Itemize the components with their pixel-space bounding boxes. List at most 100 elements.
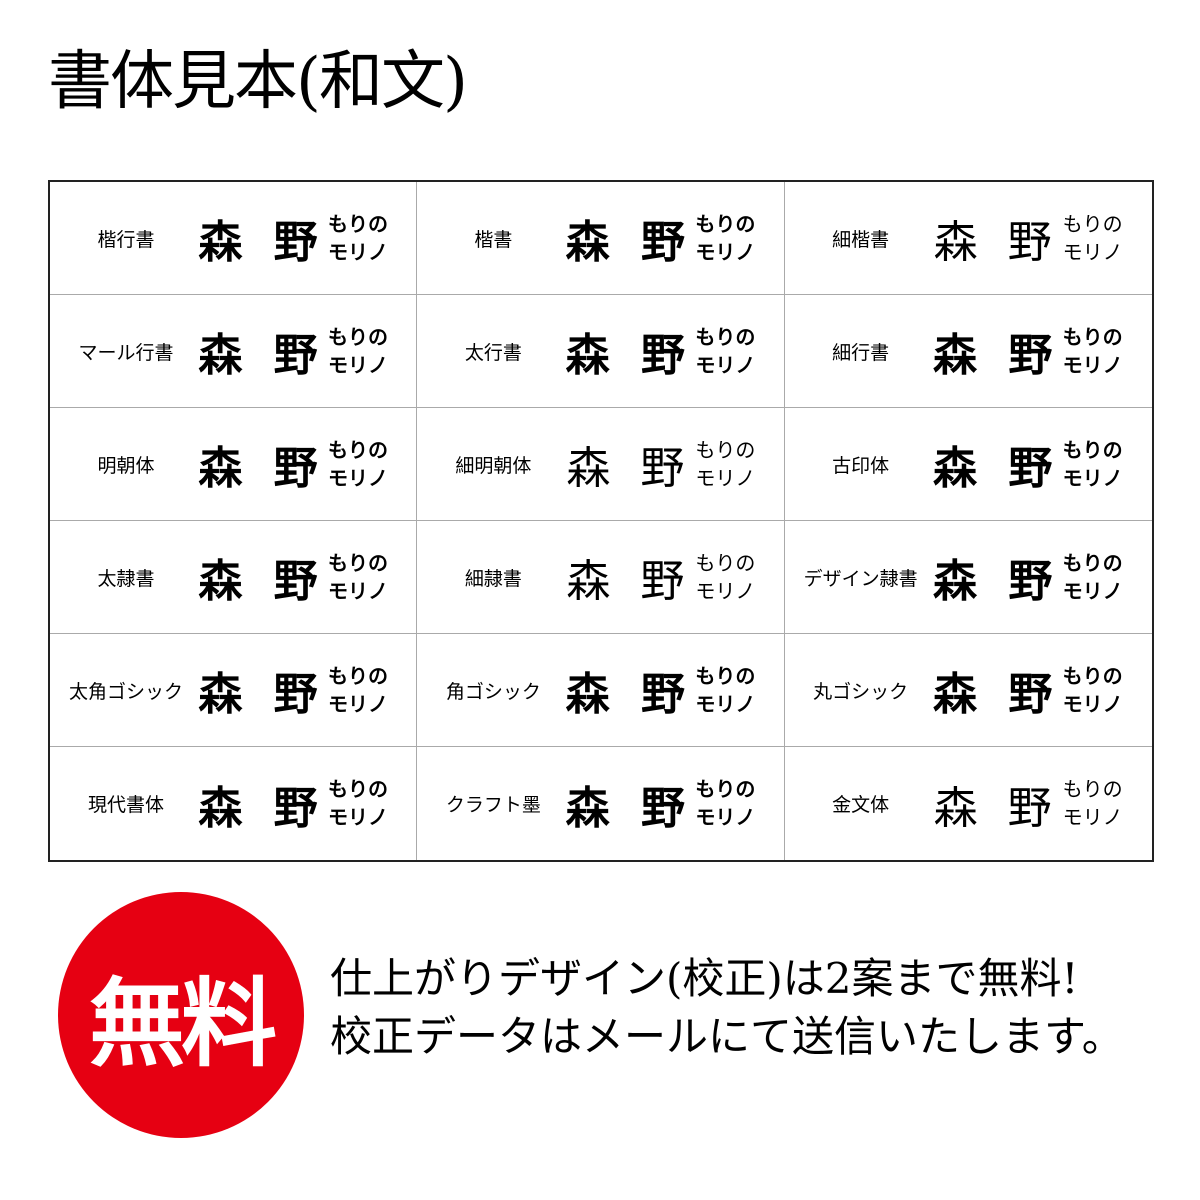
- sample-kana: もりの モリノ: [695, 549, 755, 605]
- font-sample-cell: 楷書 森 野 もりの モリノ: [417, 182, 785, 295]
- sample-katakana: モリノ: [695, 805, 756, 829]
- font-sample-cell: 細楷書 森 野 もりのモリノ: [784, 182, 1152, 295]
- font-sample-cell: 細明朝体 森 野 もりのモリノ: [417, 408, 785, 521]
- font-name: 金文体: [832, 794, 890, 816]
- sample-kana: もりの モリノ: [328, 323, 388, 379]
- sample-kana: もりの モリノ: [328, 549, 388, 605]
- sample-hiragana: もりの: [328, 551, 388, 575]
- font-sample-cell: 細隷書 森 野 もりのモリノ: [417, 521, 785, 634]
- sample-katakana: モリノ: [1062, 692, 1123, 716]
- sample-hiragana: もりの: [695, 438, 756, 462]
- font-sample-cell: マール行書 森 野 もりのモリノ: [50, 295, 418, 408]
- sample-kana: もりの モリノ: [695, 210, 755, 266]
- sample-hiragana: もりの: [328, 212, 388, 236]
- sample-kana: もりの モリノ: [328, 662, 388, 718]
- sample-katakana: モリノ: [328, 579, 388, 603]
- font-name: 細楷書: [832, 228, 890, 251]
- sample-kanji: 森 野: [198, 782, 326, 834]
- sample-kanji: 森 野: [198, 443, 326, 494]
- sample-hiragana: もりの: [695, 664, 756, 688]
- sample-hiragana: もりの: [695, 551, 756, 575]
- note-line-2: 校正データはメールにて送信いたします。: [330, 1012, 1124, 1061]
- sample-katakana: モリノ: [328, 353, 388, 377]
- font-sample-cell: 細行書 森 野 もりの モリノ: [784, 295, 1152, 408]
- sample-kanji: 森 野: [565, 330, 693, 381]
- sample-hiragana: もりの: [1062, 438, 1123, 462]
- sample-katakana: モリノ: [1062, 579, 1123, 603]
- font-name: 明朝体: [97, 454, 155, 477]
- sample-kanji: 森 野: [565, 782, 693, 834]
- font-sample-cell: 古印体 森 野 もりのモリノ: [784, 408, 1152, 521]
- sample-kana: もりの モリノ: [1063, 323, 1123, 379]
- note-line-1: 仕上がりデザイン(校正)は2案まで無料!: [330, 954, 1079, 1003]
- font-sample-cell: 太行書 森 野 もりの モリノ: [417, 295, 785, 408]
- sample-katakana: モリノ: [695, 579, 756, 603]
- sample-hiragana: もりの: [328, 325, 388, 349]
- sample-katakana: モリノ: [695, 353, 756, 377]
- sample-kana: もりの モリノ: [1063, 775, 1123, 831]
- font-name: 太角ゴシック: [68, 680, 183, 703]
- sample-kana: もりの モリノ: [1063, 549, 1123, 605]
- font-name: 楷行書: [97, 228, 155, 251]
- font-sample-cell: 明朝体 森 野 もりの モリノ: [50, 408, 418, 521]
- sample-hiragana: もりの: [328, 664, 388, 688]
- sample-kanji: 森 野: [565, 217, 693, 268]
- sample-kana: もりの モリノ: [328, 210, 388, 266]
- sample-kanji: 森 野: [933, 443, 1061, 494]
- sample-katakana: モリノ: [1062, 466, 1123, 490]
- sample-kanji: 森 野: [933, 217, 1060, 268]
- font-name: 細隷書: [464, 567, 522, 590]
- font-name: 太隷書: [97, 567, 155, 590]
- sample-kanji: 森 野: [565, 669, 693, 720]
- sample-kana: もりの モリノ: [695, 662, 755, 718]
- font-name: 楷書: [474, 228, 513, 251]
- sample-hiragana: もりの: [695, 777, 756, 801]
- sample-kanji: 森 野: [933, 330, 1061, 381]
- font-name: デザイン隷書: [803, 567, 918, 590]
- sample-katakana: モリノ: [1062, 353, 1123, 377]
- font-sample-cell: クラフト墨 森 野 もりのモリノ: [417, 747, 785, 860]
- font-sample-cell: 現代書体 森 野 もりの モリノ: [50, 747, 418, 860]
- page-title: 書体見本(和文): [48, 45, 468, 119]
- sample-kana: もりの モリノ: [1063, 662, 1123, 718]
- sample-kana: もりの モリノ: [1063, 210, 1123, 266]
- sample-hiragana: もりの: [1062, 664, 1123, 688]
- font-sample-cell: デザイン隷書 森 野 もりの モリノ: [784, 521, 1152, 634]
- font-name: 細行書: [832, 341, 890, 364]
- font-name: 丸ゴシック: [813, 680, 909, 703]
- sample-kanji: 森 野: [566, 556, 693, 607]
- sample-kanji: 森 野: [566, 443, 693, 494]
- sample-kanji: 森 野: [933, 556, 1061, 607]
- font-sample-cell: 楷行書 森 野 もりのモリノ: [50, 182, 418, 295]
- font-sample-cell: 太角ゴシック 森 野 もりの モリノ: [50, 634, 418, 747]
- sample-kanji: 森 野: [198, 669, 326, 720]
- sample-hiragana: もりの: [695, 212, 756, 236]
- font-sample-table: 楷行書 森 野 もりの モリノ 楷書 森 野 もりの モリノ 細楷書 森 野 もりの モリ…: [48, 180, 1154, 862]
- sample-katakana: モリノ: [1062, 240, 1123, 264]
- sample-hiragana: もりの: [1062, 212, 1123, 236]
- font-name: クラフト墨: [445, 794, 541, 816]
- font-sample-cell: 丸ゴシック 森 野 もりのモリノ: [784, 634, 1152, 747]
- sample-kana: もりの モリノ: [695, 775, 755, 831]
- font-name: マール行書: [78, 341, 174, 364]
- sample-kana: もりの モリノ: [1063, 436, 1123, 492]
- sample-kanji: 森 野: [198, 217, 326, 268]
- sample-kanji: 森 野: [933, 782, 1060, 834]
- sample-katakana: モリノ: [328, 805, 388, 829]
- free-badge: 無料: [58, 892, 304, 1138]
- font-name: 現代書体: [87, 794, 164, 816]
- font-sample-cell: 金文体 森 野 もりのモリノ: [785, 747, 1152, 860]
- font-name: 細明朝体: [455, 454, 532, 477]
- font-sample-cell: 太隷書 森 野 もりの モリノ: [50, 521, 418, 634]
- sample-katakana: モリノ: [695, 466, 756, 490]
- font-name: 太行書: [464, 341, 522, 364]
- font-name: 角ゴシック: [445, 680, 541, 703]
- sample-kanji: 森 野: [198, 330, 326, 381]
- sample-katakana: モリノ: [1062, 805, 1123, 829]
- font-name: 古印体: [832, 454, 890, 477]
- note-text: 仕上がりデザイン(校正)は2案まで無料! 校正データはメールにて送信いたします。: [330, 950, 1124, 1066]
- sample-katakana: モリノ: [328, 240, 388, 264]
- sample-kana: もりの モリノ: [328, 436, 388, 492]
- sample-kanji: 森 野: [933, 669, 1061, 720]
- sample-hiragana: もりの: [1062, 777, 1123, 801]
